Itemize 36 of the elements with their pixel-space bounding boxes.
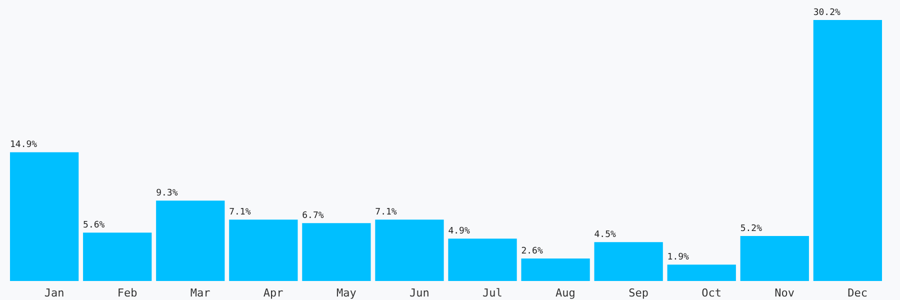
bar <box>740 236 809 281</box>
x-tick-label: Jun <box>409 286 430 300</box>
data-label: 2.6% <box>521 246 544 257</box>
x-tick-label: Jan <box>44 286 64 300</box>
bar <box>667 264 736 281</box>
data-label: 6.7% <box>302 211 324 222</box>
x-tick-label: Jul <box>482 286 502 300</box>
bar <box>229 220 298 281</box>
x-tick-label: Apr <box>263 286 284 300</box>
x-tick-label: Mar <box>190 286 211 300</box>
bar <box>302 223 371 281</box>
bar <box>10 152 79 281</box>
bar <box>156 200 225 281</box>
data-label: 9.3% <box>156 188 178 199</box>
data-label: 1.9% <box>667 252 690 263</box>
bar <box>521 258 590 281</box>
data-label: 14.9% <box>10 140 38 150</box>
bar <box>594 242 663 281</box>
data-label: 7.1% <box>229 208 252 218</box>
data-label: 30.2% <box>813 8 842 18</box>
x-tick-label: Dec <box>848 286 868 300</box>
data-label: 7.1% <box>375 208 398 218</box>
bar <box>375 220 444 281</box>
x-tick-label: Feb <box>117 286 138 300</box>
data-label: 4.5% <box>594 230 617 240</box>
x-tick-label: Oct <box>702 286 722 300</box>
data-label: 5.2% <box>740 224 763 234</box>
bar <box>83 232 152 281</box>
x-tick-label: May <box>336 286 357 300</box>
x-tick-label: Nov <box>774 286 795 300</box>
x-tick-label: Sep <box>628 286 648 300</box>
data-label: 5.6% <box>83 220 106 231</box>
data-label: 4.9% <box>448 226 470 237</box>
bar <box>813 20 882 281</box>
bar <box>448 238 517 281</box>
x-tick-label: Aug <box>556 286 576 300</box>
